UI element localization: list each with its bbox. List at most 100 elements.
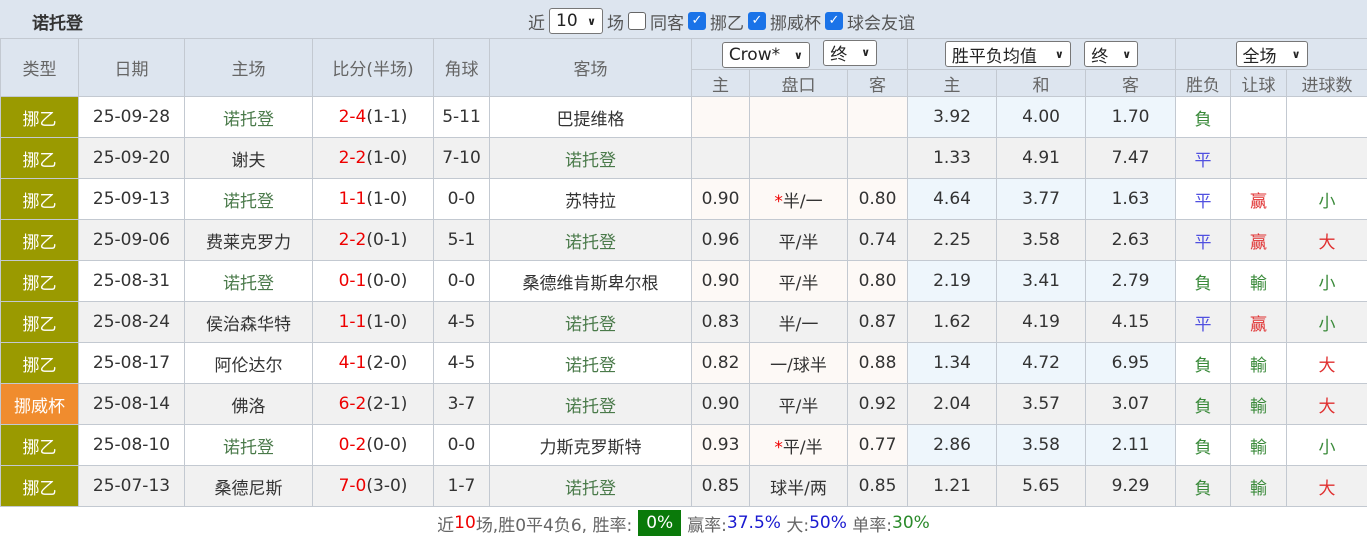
home-team[interactable]: 诺托登 (185, 425, 313, 466)
home-team[interactable]: 诺托登 (185, 261, 313, 302)
away-team[interactable]: 诺托登 (490, 384, 692, 425)
home-team[interactable]: 侯治森华特 (185, 302, 313, 343)
half-time-score: (2-1) (366, 394, 407, 414)
half-time-score: (1-0) (366, 312, 407, 332)
result: 平 (1176, 179, 1231, 220)
cell-text: 1.33 (933, 148, 971, 168)
corners: 5-1 (434, 220, 490, 261)
cell-text: 1.21 (933, 476, 971, 496)
away-team[interactable]: 苏特拉 (490, 179, 692, 220)
odds-home: 2.86 (908, 425, 997, 466)
ah-away: 0.88 (848, 343, 908, 384)
goals-result: 小 (1287, 425, 1367, 466)
cell-text: 2.79 (1112, 271, 1150, 291)
hc-rate-label: 赢率: (687, 511, 727, 536)
big-rate-label: 大: (786, 511, 809, 536)
odds-away: 2.79 (1086, 261, 1176, 302)
away-team[interactable]: 诺托登 (490, 343, 692, 384)
match-type: 挪乙 (1, 466, 79, 507)
cell-text: 0.90 (702, 189, 740, 209)
score: 1-1(1-0) (313, 179, 434, 220)
home-team[interactable]: 谢夫 (185, 138, 313, 179)
cell-text: 大 (1319, 397, 1336, 417)
full-time-score: 2-4 (339, 107, 367, 127)
away-team[interactable]: 桑德维肯斯卑尔根 (490, 261, 692, 302)
handicap-result: 輸 (1231, 425, 1287, 466)
cell-text: 0-0 (448, 189, 476, 209)
home-team[interactable]: 诺托登 (185, 97, 313, 138)
cell-text: 4-5 (448, 353, 476, 373)
odds-type-select[interactable]: 胜平负均值∨ (945, 41, 1071, 67)
match-date: 25-09-13 (79, 179, 185, 220)
filters: 近 10∨ 场 同客 ✓挪乙 ✓挪威杯 ✓球会友谊 (528, 8, 915, 34)
home-team-name: 诺托登 (223, 110, 274, 130)
chevron-down-icon: ∨ (1122, 48, 1131, 61)
cell-text: 0.92 (859, 394, 897, 414)
cell-text: 25-09-20 (93, 148, 170, 168)
match-date: 25-08-24 (79, 302, 185, 343)
star-mark: * (774, 192, 783, 212)
home-team[interactable]: 诺托登 (185, 179, 313, 220)
full-time-score: 7-0 (339, 476, 367, 496)
same-checkbox[interactable] (628, 12, 646, 30)
home-team[interactable]: 佛洛 (185, 384, 313, 425)
away-team[interactable]: 巴提维格 (490, 97, 692, 138)
home-team[interactable]: 费莱克罗力 (185, 220, 313, 261)
home-team-name: 佛洛 (232, 397, 266, 417)
home-team-name: 桑德尼斯 (215, 479, 283, 499)
count-select[interactable]: 10∨ (549, 8, 603, 34)
handicap-line: 平/半 (779, 274, 819, 294)
score: 7-0(3-0) (313, 466, 434, 507)
same-label: 同客 (650, 9, 684, 34)
full-time-score: 4-1 (339, 353, 367, 373)
ah-away (848, 97, 908, 138)
odds-home: 4.64 (908, 179, 997, 220)
ah-home (692, 97, 750, 138)
ah-stage-select[interactable]: 终∨ (823, 40, 877, 66)
handicap-line: 半/一 (779, 315, 819, 335)
ah-line: 平/半 (750, 261, 848, 302)
cup-checkbox[interactable]: ✓ (748, 12, 766, 30)
cell-text: 挪乙 (23, 233, 57, 253)
away-team[interactable]: 诺托登 (490, 220, 692, 261)
league-checkbox[interactable]: ✓ (688, 12, 706, 30)
away-team[interactable]: 诺托登 (490, 138, 692, 179)
scope-select[interactable]: 全场∨ (1236, 41, 1308, 67)
away-team[interactable]: 力斯克罗斯特 (490, 425, 692, 466)
cell-text: 0-0 (448, 435, 476, 455)
cell-text: 2.11 (1112, 435, 1150, 455)
corners: 4-5 (434, 343, 490, 384)
friendly-checkbox[interactable]: ✓ (825, 12, 843, 30)
cell-text: 4.91 (1022, 148, 1060, 168)
home-team-name: 诺托登 (223, 274, 274, 294)
odds-stage-select[interactable]: 终∨ (1084, 41, 1138, 67)
odds-draw: 3.58 (997, 220, 1086, 261)
handicap-line: 平/半 (779, 397, 819, 417)
scope-value: 全场 (1243, 42, 1277, 67)
cell-text: 赢 (1250, 233, 1267, 253)
ah-line: 一/球半 (750, 343, 848, 384)
company-select[interactable]: Crow*∨ (722, 42, 810, 68)
away-team[interactable]: 诺托登 (490, 466, 692, 507)
odds-draw: 4.00 (997, 97, 1086, 138)
corners: 0-0 (434, 179, 490, 220)
match-date: 25-09-28 (79, 97, 185, 138)
half-time-score: (0-1) (366, 230, 407, 250)
top-bar: 诺托登 近 10∨ 场 同客 ✓挪乙 ✓挪威杯 ✓球会友谊 (0, 0, 1367, 38)
cell-text: 25-08-10 (93, 435, 170, 455)
cell-text: 0-0 (448, 271, 476, 291)
home-team[interactable]: 阿伦达尔 (185, 343, 313, 384)
away-team[interactable]: 诺托登 (490, 302, 692, 343)
match-type: 挪乙 (1, 97, 79, 138)
odds-home: 2.04 (908, 384, 997, 425)
cell-text: 0.77 (859, 435, 897, 455)
summary-record: 场,胜0平4负6, 胜率: (476, 511, 632, 536)
corners: 3-7 (434, 384, 490, 425)
home-team[interactable]: 桑德尼斯 (185, 466, 313, 507)
match-type: 挪乙 (1, 179, 79, 220)
odds-away: 7.47 (1086, 138, 1176, 179)
goals-result: 大 (1287, 466, 1367, 507)
full-time-score: 1-1 (339, 189, 367, 209)
match-date: 25-09-06 (79, 220, 185, 261)
